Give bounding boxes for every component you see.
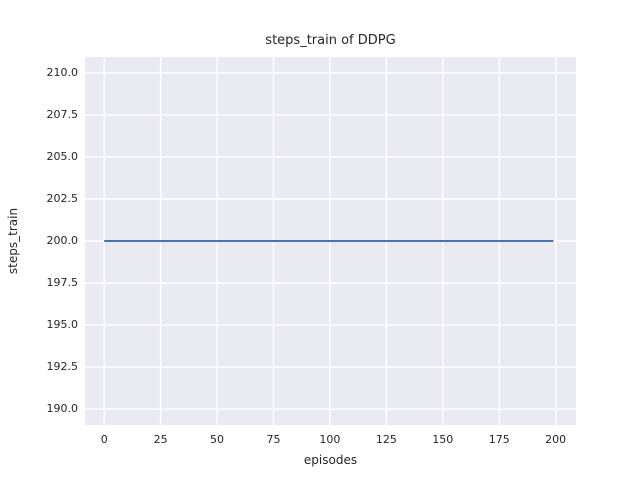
- y-tick-label: 195.0: [46, 318, 79, 332]
- y-tick-label: 202.5: [46, 191, 79, 205]
- y-tick-label: 200.0: [46, 234, 79, 247]
- y-tick-label: 205.0: [46, 149, 79, 163]
- x-tick-label: 100: [319, 433, 341, 446]
- x-tick-label: 200: [545, 433, 567, 446]
- y-tick-label: 197.5: [46, 276, 79, 289]
- y-axis-label: steps_train: [6, 207, 20, 275]
- x-tick-label: 25: [153, 433, 168, 446]
- y-tick-label: 192.5: [46, 360, 79, 374]
- x-axis-label: episodes: [303, 453, 358, 467]
- x-tick-label: 0: [100, 433, 108, 446]
- chart-title: steps_train of DDPG: [265, 33, 396, 48]
- x-tick-label: 125: [375, 433, 397, 446]
- plot-canvas: [85, 57, 576, 425]
- x-tick-label: 50: [210, 433, 225, 446]
- y-tick-label: 190.0: [46, 402, 79, 416]
- y-tick-label: 207.5: [46, 107, 79, 121]
- x-tick-label: 150: [432, 433, 454, 446]
- plot-area: [85, 57, 576, 425]
- x-tick-label: 75: [266, 433, 281, 446]
- y-tick-label: 210.0: [46, 65, 79, 79]
- x-tick-label: 175: [488, 433, 510, 446]
